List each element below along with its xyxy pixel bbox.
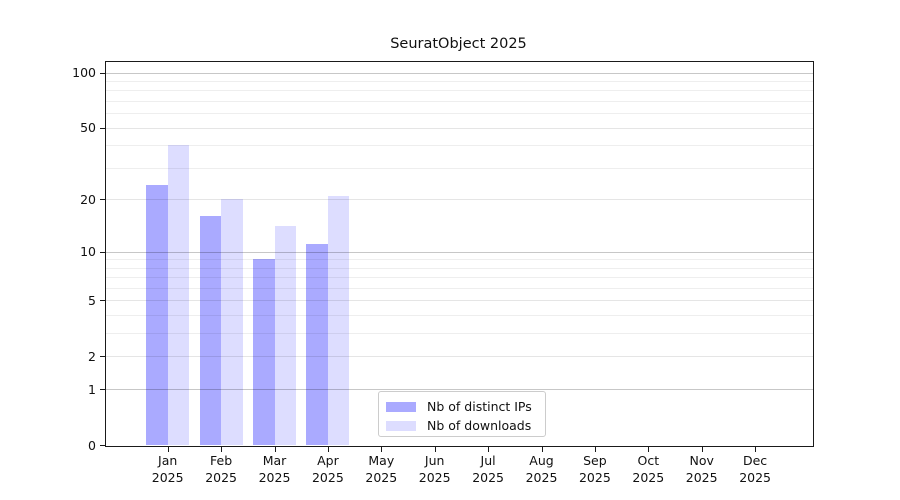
gridline-y-50	[106, 127, 813, 129]
chart-title: SeuratObject 2025	[390, 36, 527, 52]
y-axis-tick-1	[100, 389, 106, 391]
x-label-year: 2025	[258, 469, 291, 485]
y-axis-label-1: 1	[88, 381, 96, 397]
x-label-year: 2025	[205, 469, 237, 485]
x-label-year: 2025	[472, 469, 504, 485]
x-label-year: 2025	[311, 469, 344, 485]
bar-distinct-ips-feb	[199, 216, 222, 445]
x-axis-label-jun: Jun 2025	[403, 453, 467, 486]
x-label-year: 2025	[685, 469, 718, 485]
y-axis-tick-100	[100, 72, 106, 74]
gridline-y-30	[106, 167, 813, 169]
x-label-year: 2025	[418, 469, 451, 485]
legend: Nb of distinct IPs Nb of downloads	[378, 391, 546, 437]
bar-downloads-feb	[221, 199, 243, 445]
x-label-month: Aug	[529, 453, 554, 468]
x-axis-label-jan: Jan 2025	[136, 453, 200, 486]
y-axis-tick-5	[100, 300, 106, 302]
legend-item: Nb of downloads	[386, 416, 537, 435]
x-axis-tick-jun	[434, 446, 436, 452]
gridline-y-70	[106, 101, 813, 103]
x-label-month: Oct	[637, 453, 660, 468]
x-label-month: Dec	[742, 453, 768, 468]
x-axis-label-sep: Sep 2025	[563, 453, 627, 486]
gridline-y-60	[106, 113, 813, 115]
legend-label: Nb of downloads	[427, 418, 532, 433]
x-axis-label-feb: Feb 2025	[189, 453, 253, 486]
x-label-year: 2025	[739, 469, 771, 485]
legend-swatch-downloads	[386, 420, 416, 431]
plot-area: 0 1 2 5 10 20 50 100 Jan 2025 Feb 2025 Mar 2025 Apr 202…	[72, 61, 814, 485]
x-label-month: Apr	[317, 453, 339, 468]
y-axis-tick-10	[100, 251, 106, 253]
gridline-y-80	[106, 90, 813, 92]
x-axis-tick-nov	[701, 446, 703, 452]
y-axis-tick-0	[100, 445, 106, 446]
x-axis-label-may: May 2025	[349, 453, 413, 486]
y-axis-label-2: 2	[88, 348, 96, 364]
x-label-year: 2025	[151, 469, 184, 485]
x-axis-tick-feb	[221, 446, 223, 452]
gridline-y-40	[106, 145, 813, 147]
x-axis-label-nov: Nov 2025	[670, 453, 734, 486]
x-axis-tick-jan	[167, 446, 169, 452]
x-axis-tick-apr	[327, 446, 329, 452]
y-axis-label-0: 0	[88, 437, 96, 453]
bar-downloads-mar	[274, 226, 296, 445]
y-axis-label-5: 5	[88, 292, 96, 308]
legend-label: Nb of distinct IPs	[427, 399, 532, 414]
y-axis-tick-2	[100, 356, 106, 358]
x-label-month: Jun	[424, 453, 445, 468]
legend-item: Nb of distinct IPs	[386, 397, 537, 416]
bar-distinct-ips-apr	[306, 244, 328, 445]
x-axis-tick-mar	[274, 446, 276, 452]
x-label-month: Mar	[262, 453, 287, 468]
x-label-month: Jan	[158, 453, 178, 468]
x-label-month: Feb	[210, 453, 233, 468]
gridline-y-20	[106, 199, 813, 201]
x-axis-tick-oct	[648, 446, 650, 452]
x-axis-label-apr: Apr 2025	[296, 453, 360, 486]
bar-distinct-ips-jan	[146, 185, 168, 445]
bar-downloads-jan	[167, 145, 190, 445]
x-axis-label-mar: Mar 2025	[243, 453, 307, 486]
x-label-year: 2025	[365, 469, 398, 485]
bar-distinct-ips-mar	[253, 259, 275, 445]
y-axis-tick-20	[100, 199, 106, 201]
x-axis-tick-dec	[755, 446, 757, 452]
gridline-y-100	[106, 72, 813, 74]
x-axis-tick-jul	[488, 446, 490, 452]
y-axis-label-20: 20	[80, 191, 96, 207]
x-axis-tick-may	[381, 446, 383, 452]
gridline-y-90	[106, 81, 813, 83]
x-axis-label-oct: Oct 2025	[616, 453, 680, 486]
x-label-month: Nov	[689, 453, 714, 468]
y-axis-label-50: 50	[80, 120, 96, 136]
x-axis-label-aug: Aug 2025	[510, 453, 574, 486]
legend-swatch-distinct-ips	[386, 401, 416, 412]
x-axis-tick-aug	[541, 446, 543, 452]
x-axis-label-jul: Jul 2025	[456, 453, 520, 486]
y-axis-tick-50	[100, 127, 106, 129]
x-label-month: May	[368, 453, 395, 468]
x-label-year: 2025	[525, 469, 558, 485]
x-axis-label-dec: Dec 2025	[723, 453, 787, 486]
y-axis-label-100: 100	[72, 65, 96, 81]
x-label-month: Jul	[480, 453, 496, 468]
y-axis-label-10: 10	[80, 244, 96, 259]
bar-downloads-apr	[327, 195, 350, 445]
x-label-month: Sep	[583, 453, 607, 468]
x-label-year: 2025	[632, 469, 665, 485]
x-axis-tick-sep	[594, 446, 596, 452]
x-label-year: 2025	[578, 469, 611, 485]
